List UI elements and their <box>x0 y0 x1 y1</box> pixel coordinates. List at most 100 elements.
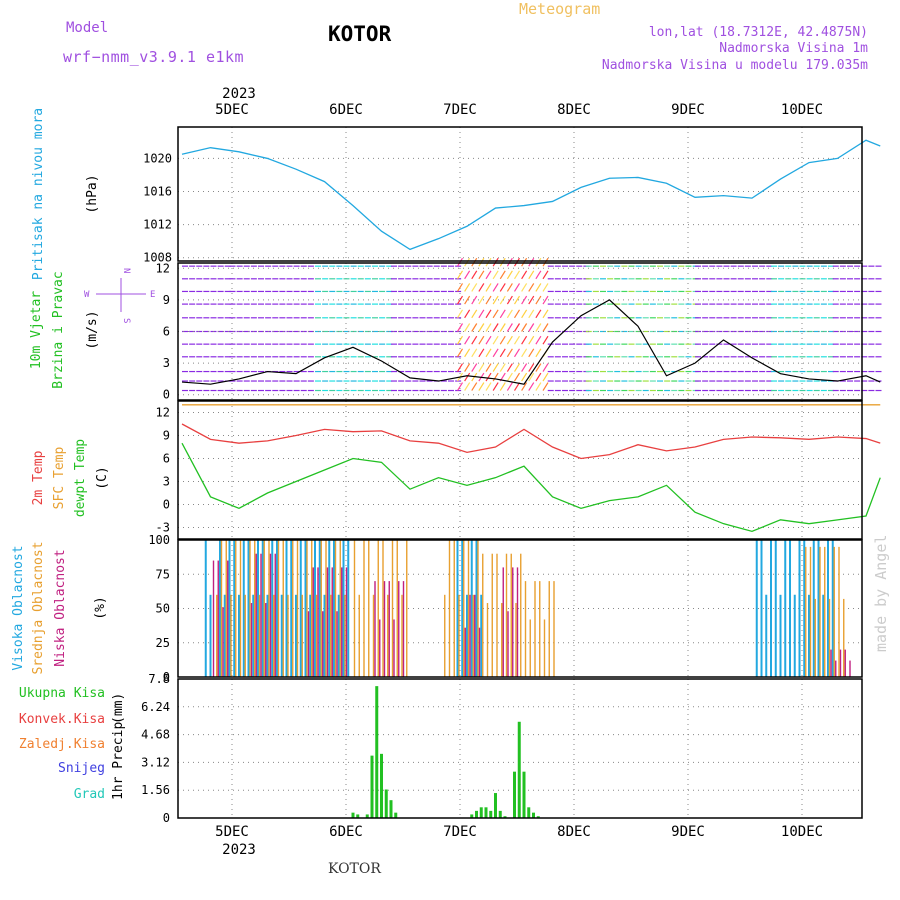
lonlat-text: lon,lat (18.7312E, 42.4875N) <box>648 25 868 40</box>
wind-barb <box>506 270 513 280</box>
wind-barb <box>513 335 521 345</box>
precip-bar <box>384 789 388 818</box>
wind-barb <box>456 335 464 345</box>
wind-barb <box>513 348 521 358</box>
wind-barb <box>506 335 513 345</box>
wind-tick-label: 6 <box>163 325 170 339</box>
altitude-text: Nadmorska Visina 1m <box>719 41 868 56</box>
precip-tick-label: 3.12 <box>141 755 170 769</box>
wind-barb <box>471 323 478 332</box>
wind-barb <box>499 295 506 305</box>
wind-barb <box>521 323 528 332</box>
panel-frame <box>177 262 863 401</box>
compass-w: W <box>84 290 90 300</box>
wind-barb <box>456 295 464 305</box>
model-label: Model <box>66 20 109 36</box>
precip-bar <box>484 807 488 818</box>
wind-barb <box>506 323 513 332</box>
wind-barb <box>492 270 499 280</box>
bottom-day-label: 5DEC <box>215 824 249 840</box>
precip-bar <box>380 753 383 818</box>
precip-bar <box>532 812 535 818</box>
precip-bar <box>517 721 521 818</box>
wind-barb <box>485 270 492 280</box>
wind-barb <box>535 257 542 267</box>
wind-barb <box>528 257 535 267</box>
wind-barb <box>499 309 506 319</box>
wind-barb <box>464 257 471 267</box>
wind-barb <box>542 335 549 345</box>
pressure-unit-label: (hPa) <box>85 174 100 213</box>
wind-barb <box>485 382 492 391</box>
panel-frame <box>177 678 863 819</box>
temp-series-line <box>181 423 881 460</box>
wind-barb <box>521 295 528 305</box>
wind-barb <box>542 283 549 292</box>
compass-e: E <box>150 290 155 300</box>
bottom-day-label: 9DEC <box>671 824 705 840</box>
precip-unit-label: (mm) <box>111 693 126 724</box>
wind-barb <box>521 309 528 319</box>
top-day-label: 7DEC <box>443 102 477 118</box>
wind-barb <box>542 295 549 305</box>
wind-barb <box>478 309 485 319</box>
temp-axis-title: 2m Temp <box>31 450 46 505</box>
wind-barb <box>535 335 542 345</box>
precip-tick-label: 1.56 <box>141 783 170 797</box>
precip-legend-entry: Zaledj.Kisa <box>19 737 105 752</box>
wind-barb <box>499 382 506 391</box>
wind-barb <box>464 382 471 391</box>
panel-frame <box>177 400 863 540</box>
bottom-day-label: 7DEC <box>443 824 477 840</box>
wind-barb <box>513 382 521 391</box>
footer-location: KOTOR <box>328 861 381 877</box>
wind-barb <box>528 363 535 372</box>
wind-barb <box>464 283 471 292</box>
wind-barb <box>492 283 499 292</box>
wind-barb <box>485 348 492 358</box>
wind-barb <box>528 283 535 292</box>
wind-barb <box>471 348 478 358</box>
compass-s: S <box>121 318 131 323</box>
wind-barb <box>528 309 535 319</box>
watermark-text: made by Angel <box>872 535 890 652</box>
wind-barb <box>528 323 535 332</box>
wind-barb <box>506 283 513 292</box>
wind-barb <box>513 295 521 305</box>
model-altitude-text: Nadmorska Visina u modelu 179.035m <box>601 58 868 73</box>
wind-barb <box>492 257 499 267</box>
wind-barb <box>506 363 513 372</box>
wind-barb <box>535 323 542 332</box>
precip-bar <box>503 816 507 818</box>
wind-barb <box>492 348 499 358</box>
wind-barb <box>464 363 471 372</box>
wind-tick-label: 12 <box>156 261 170 275</box>
wind-barb <box>471 363 478 372</box>
cloud-tick-label: 25 <box>156 636 170 650</box>
wind-barb <box>528 335 535 345</box>
wind-barb <box>492 372 499 382</box>
pressure-tick-label: 1012 <box>143 218 172 232</box>
wind-barb <box>499 257 506 267</box>
wind-barb <box>485 257 492 267</box>
wind-barb <box>535 372 542 382</box>
wind-barb <box>513 270 521 280</box>
wind-barb <box>456 382 464 391</box>
compass-n: N <box>121 268 131 273</box>
wind-barb <box>513 363 521 372</box>
wind-barb <box>499 363 506 372</box>
wind-barb <box>471 257 478 267</box>
precip-legend-entry: Grad <box>74 787 105 802</box>
wind-barb <box>535 363 542 372</box>
precip-bar <box>527 807 531 818</box>
wind-barb <box>456 323 464 332</box>
wind-barb <box>492 295 499 305</box>
temp-axis-title-2: SFC Temp <box>52 447 67 510</box>
wind-barb <box>528 348 535 358</box>
wind-barb <box>542 257 549 267</box>
wind-barb <box>492 323 499 332</box>
wind-barb <box>535 348 542 358</box>
wind-unit-label: (m/s) <box>85 310 100 349</box>
cloud-axis-title-2: Srednja Oblacnost <box>31 541 46 674</box>
wind-barb <box>521 363 528 372</box>
